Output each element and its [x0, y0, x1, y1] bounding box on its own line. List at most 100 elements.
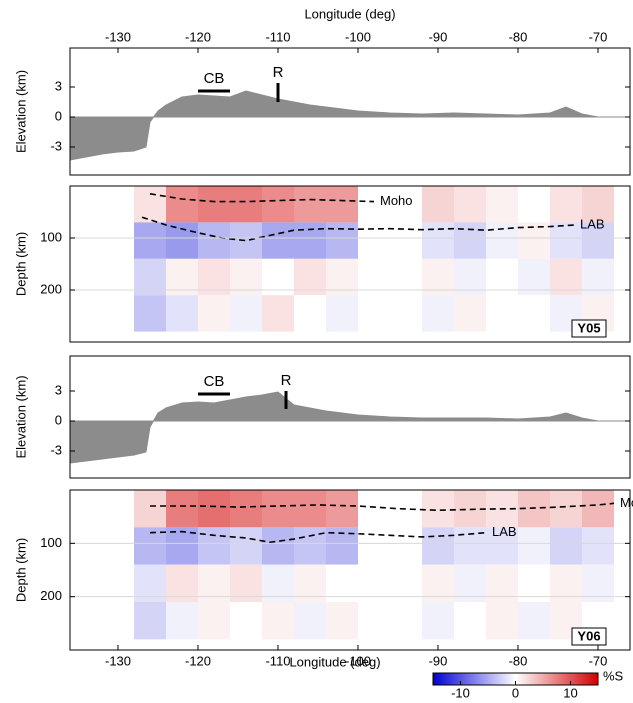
velocity-cell	[422, 295, 454, 332]
velocity-cell	[134, 186, 166, 223]
frame	[69, 355, 631, 479]
y-tick-label: 0	[55, 108, 62, 123]
velocity-cell	[134, 527, 166, 565]
series-label: Moho	[380, 193, 413, 208]
x-tick-label: -110	[265, 29, 290, 44]
velocity-cell	[294, 602, 326, 640]
velocity-cell	[326, 222, 358, 259]
velocity-cell	[454, 222, 486, 259]
velocity-cell	[518, 222, 550, 259]
x-tick-label: -100	[345, 29, 371, 44]
velocity-cell	[230, 222, 262, 259]
plot	[70, 391, 630, 464]
y-tick-label: 200	[40, 281, 62, 296]
plot	[134, 186, 614, 332]
velocity-cell	[166, 295, 198, 332]
velocity-cell	[582, 527, 614, 565]
velocity-cell	[454, 258, 486, 296]
velocity-cell	[262, 490, 294, 528]
velocity-cell	[582, 564, 614, 602]
velocity-cell	[230, 602, 262, 640]
velocity-cell	[294, 564, 326, 602]
velocity-cell	[230, 186, 262, 223]
velocity-cell	[294, 186, 326, 223]
velocity-cell	[262, 186, 294, 223]
velocity-cell	[518, 602, 550, 640]
velocity-cell	[166, 222, 198, 259]
velocity-cell	[294, 490, 326, 528]
velocity-cell	[518, 258, 550, 296]
velocity-cell	[262, 258, 294, 296]
interface-line	[141, 216, 575, 242]
annotation-label: CB	[204, 70, 225, 87]
velocity-cell	[166, 602, 198, 640]
velocity-cell	[326, 490, 358, 528]
velocity-cell	[518, 295, 550, 332]
velocity-cell	[550, 527, 582, 565]
velocity-cell	[454, 602, 486, 640]
velocity-cell	[422, 222, 454, 259]
velocity-cell	[550, 258, 582, 296]
y-tick-label: 3	[55, 382, 62, 397]
annotation-label: CB	[204, 373, 225, 390]
colorbar-tick-label: 10	[563, 685, 577, 700]
y-tick-label: 3	[55, 78, 62, 93]
velocity-cell	[486, 564, 518, 602]
velocity-cell	[166, 186, 198, 223]
x-tick-label: -130	[105, 29, 131, 44]
colorbar-label: %S	[603, 668, 624, 683]
velocity-cell	[422, 602, 454, 640]
velocity-cell	[230, 527, 262, 565]
x-tick-label: -120	[185, 653, 211, 668]
velocity-cell	[518, 564, 550, 602]
panel-label-box	[571, 319, 607, 338]
interface-line	[149, 193, 375, 203]
velocity-cell	[422, 564, 454, 602]
velocity-cell	[262, 564, 294, 602]
y-axis-label: Elevation (km)	[13, 70, 28, 153]
y-tick-label: 100	[40, 229, 62, 244]
velocity-cell	[262, 527, 294, 565]
velocity-cell	[518, 186, 550, 223]
y-axis-label: Depth (km)	[13, 232, 28, 296]
x-tick-label: -90	[429, 29, 448, 44]
velocity-cell	[422, 186, 454, 223]
plot	[134, 490, 615, 640]
velocity-cell	[134, 564, 166, 602]
velocity-cell	[294, 295, 326, 332]
velocity-cell	[326, 602, 358, 640]
velocity-cell	[134, 295, 166, 332]
velocity-cell	[454, 295, 486, 332]
y-tick-label: -3	[50, 442, 62, 457]
colorbar-tick-label: -10	[451, 685, 470, 700]
velocity-cell	[454, 186, 486, 223]
velocity-cell	[198, 527, 230, 565]
velocity-cell	[550, 186, 582, 223]
velocity-cell	[486, 527, 518, 565]
velocity-cell	[326, 258, 358, 296]
velocity-cell	[582, 490, 614, 528]
annotation-label: R	[281, 372, 292, 389]
x-tick-label: -100	[345, 653, 371, 668]
velocity-cell	[198, 222, 230, 259]
velocity-cell	[422, 490, 454, 528]
elevation-area	[70, 90, 630, 161]
velocity-cell	[166, 258, 198, 296]
velocity-cell	[230, 258, 262, 296]
x-tick-label: -90	[429, 653, 448, 668]
velocity-cell	[198, 258, 230, 296]
x-axis-label: Longitude (deg)	[289, 654, 380, 669]
velocity-cell	[198, 490, 230, 528]
y-axis-label: Elevation (km)	[13, 375, 28, 458]
velocity-cell	[422, 258, 454, 296]
velocity-cell	[550, 564, 582, 602]
velocity-cell	[134, 490, 166, 528]
colorbar-tick-label: 0	[512, 685, 519, 700]
velocity-cell	[262, 295, 294, 332]
velocity-cell	[230, 564, 262, 602]
velocity-cell	[166, 490, 198, 528]
elevation-area	[70, 391, 630, 464]
velocity-cell	[550, 222, 582, 259]
plot	[70, 90, 630, 161]
